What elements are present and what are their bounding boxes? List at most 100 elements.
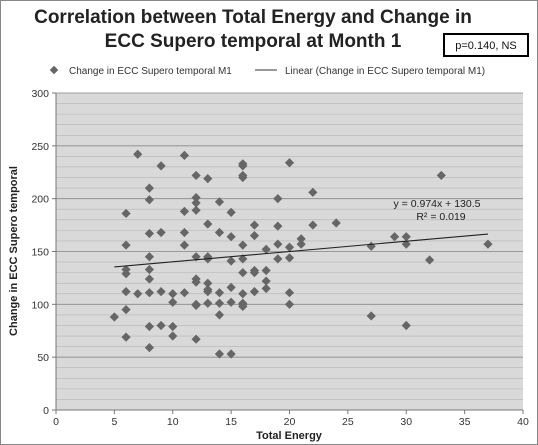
data-point	[331, 218, 341, 228]
data-point	[144, 183, 154, 193]
x-tick-label: 35	[459, 416, 471, 428]
data-point	[144, 228, 154, 239]
data-point	[284, 288, 295, 298]
trendline-layer	[114, 233, 489, 268]
data-point	[144, 274, 154, 284]
data-point	[483, 239, 493, 249]
data-point	[144, 195, 154, 205]
data-point	[203, 219, 213, 229]
data-point	[144, 321, 154, 332]
data-point	[121, 287, 131, 297]
data-point	[273, 239, 283, 249]
data-point	[156, 287, 166, 297]
data-point	[191, 277, 201, 287]
data-point	[214, 310, 225, 320]
data-point	[273, 254, 283, 264]
data-point	[226, 297, 236, 307]
data-point	[226, 349, 236, 359]
data-point	[191, 334, 201, 344]
y-tick-label: 100	[31, 299, 49, 311]
data-point	[191, 193, 201, 203]
data-point	[226, 207, 236, 218]
data-point	[144, 264, 154, 275]
data-point	[203, 287, 213, 297]
legend-marker-label: Change in ECC Supero temporal M1	[69, 66, 232, 77]
data-point	[121, 269, 131, 279]
data-point	[203, 173, 213, 184]
data-point	[179, 288, 190, 298]
y-tick-label: 50	[37, 352, 49, 364]
data-point	[191, 170, 201, 181]
data-point	[214, 349, 225, 359]
data-point	[284, 242, 295, 252]
data-point	[273, 221, 283, 231]
data-point	[168, 321, 178, 332]
data-point	[366, 241, 376, 251]
data-point	[425, 255, 435, 265]
data-point	[179, 240, 190, 250]
data-point	[284, 299, 295, 309]
p-value-label: p=0.140, NS	[455, 40, 516, 52]
data-point	[133, 289, 143, 299]
data-point	[156, 227, 166, 238]
data-point	[144, 288, 154, 298]
data-point	[133, 149, 143, 159]
axes: 0 50 100 150 200 250 300 0 5 10 15 20 25 30 35 40	[31, 88, 529, 428]
data-point	[238, 289, 248, 299]
y-axis-title: Change in ECC Supero temporal	[8, 166, 20, 336]
trendline-r-squared: R² = 0.019	[416, 211, 465, 223]
data-point	[261, 283, 271, 294]
data-point	[238, 172, 248, 183]
x-tick-label: 25	[342, 416, 354, 428]
data-point	[296, 239, 306, 249]
data-point	[179, 206, 190, 216]
data-point	[168, 331, 178, 341]
data-point	[168, 289, 178, 299]
legend-marker-swatch	[49, 65, 59, 75]
data-point	[436, 170, 446, 181]
data-point	[191, 205, 201, 215]
data-point	[273, 194, 283, 204]
data-point	[261, 265, 271, 276]
data-point	[284, 253, 295, 263]
data-point	[203, 278, 213, 288]
data-point	[238, 240, 248, 250]
data-point	[121, 332, 131, 342]
data-point	[308, 220, 318, 230]
x-tick-label: 5	[111, 416, 117, 428]
data-point	[261, 276, 271, 286]
data-point	[214, 197, 225, 207]
data-point	[156, 320, 166, 331]
y-tick-label: 300	[31, 88, 49, 100]
data-point	[284, 158, 295, 168]
data-point	[156, 161, 166, 171]
data-point	[121, 305, 131, 315]
data-point	[168, 297, 178, 307]
x-tick-label: 30	[400, 416, 412, 428]
y-tick-label: 150	[31, 247, 49, 259]
data-point	[238, 161, 248, 171]
data-point	[401, 232, 411, 242]
data-point	[366, 311, 376, 321]
data-point	[238, 268, 248, 278]
data-point	[144, 252, 154, 262]
data-point	[226, 232, 236, 242]
x-tick-label: 10	[167, 416, 179, 428]
data-point	[249, 268, 260, 278]
p-value-box: p=0.140, NS	[443, 33, 529, 57]
y-tick-label: 250	[31, 141, 49, 153]
data-point	[109, 312, 119, 322]
data-point	[401, 320, 411, 331]
data-point	[121, 240, 131, 250]
data-point	[226, 256, 236, 266]
data-point	[226, 282, 236, 293]
x-tick-label: 40	[517, 416, 529, 428]
data-point	[308, 187, 318, 197]
x-tick-label: 15	[225, 416, 237, 428]
trendline	[114, 233, 489, 268]
data-point	[238, 301, 248, 312]
data-point	[296, 234, 306, 244]
data-point	[179, 227, 190, 238]
